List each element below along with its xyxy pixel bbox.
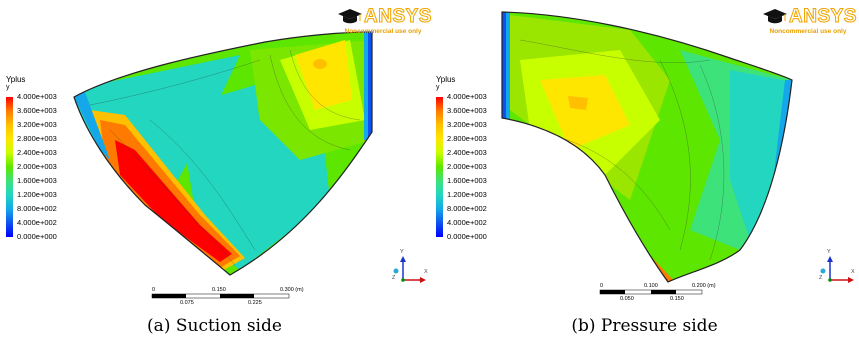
- suction-side-panel: 0 0.150 0.300 (m) 0.075 0.225 Y X Z Yplu…: [0, 0, 432, 346]
- suction-outline: [73, 31, 373, 276]
- pressure-outline: [501, 11, 793, 283]
- pressure-triad-y: Y: [827, 249, 831, 255]
- ansys-logo: ANSYS Noncommercial use only: [338, 6, 432, 35]
- legend-subtitle: y: [6, 84, 10, 91]
- legend-color-bar: [436, 97, 443, 237]
- legend-label-1: 3.600e+003: [447, 106, 487, 115]
- legend-label-1: 3.600e+003: [17, 106, 57, 115]
- suction-triad-z: Z: [392, 275, 396, 281]
- legend-label-8: 8.000e+002: [17, 204, 57, 213]
- legend-label-0: 4.000e+003: [17, 92, 57, 101]
- legend-body: 4.000e+003 3.600e+003 3.200e+003 2.800e+…: [6, 93, 57, 243]
- pressure-scale-top-1: 0.100: [644, 283, 658, 289]
- suction-contour-plot: 0 0.150 0.300 (m) 0.075 0.225 Y X Z: [73, 31, 428, 306]
- brand-name: ANSYS: [364, 6, 432, 28]
- legend-label-10: 0.000e+000: [17, 232, 57, 241]
- suction-scale-top-2: 0.300 (m): [280, 287, 304, 293]
- graduation-cap-icon: [763, 9, 787, 24]
- pressure-scale-bottom-0: 0.050: [620, 296, 634, 302]
- legend-subtitle: y: [436, 84, 440, 91]
- pressure-scale-top-2: 0.200 (m): [692, 283, 716, 289]
- legend-body: 4.000e+003 3.600e+003 3.200e+003 2.800e+…: [436, 93, 487, 243]
- suction-triad-x: X: [424, 269, 428, 275]
- legend-label-0: 4.000e+003: [447, 92, 487, 101]
- legend-label-9: 4.000e+002: [447, 218, 487, 227]
- legend-label-7: 1.200e+003: [447, 190, 487, 199]
- legend-color-bar: [6, 97, 13, 237]
- pressure-legend: Yplus y 4.000e+003 3.600e+003 3.200e+003…: [436, 75, 487, 243]
- pressure-scale-bar: [599, 289, 703, 295]
- pressure-axis-triad: Y X Z: [819, 249, 855, 283]
- legend-label-6: 1.600e+003: [17, 176, 57, 185]
- brand-note: Noncommercial use only: [769, 28, 847, 35]
- legend-label-4: 2.400e+003: [447, 148, 487, 157]
- pressure-side-panel: 0 0.100 0.200 (m) 0.050 0.150 Y X Z Yplu…: [430, 0, 859, 346]
- suction-scale-top-0: 0: [152, 287, 155, 293]
- legend-label-2: 3.200e+003: [447, 120, 487, 129]
- suction-scale-bottom-0: 0.075: [180, 300, 194, 306]
- pressure-contour-plot: 0 0.100 0.200 (m) 0.050 0.150 Y X Z: [501, 11, 855, 302]
- legend-title: Yplus: [436, 75, 456, 84]
- legend-label-3: 2.800e+003: [447, 134, 487, 143]
- suction-legend: Yplus y 4.000e+003 3.600e+003 3.200e+003…: [6, 75, 57, 243]
- suction-scale-bar: [151, 293, 290, 299]
- pressure-scale-bottom-1: 0.150: [670, 296, 684, 302]
- suction-scale-top-1: 0.150: [212, 287, 226, 293]
- legend-label-10: 0.000e+000: [447, 232, 487, 241]
- legend-label-5: 2.000e+003: [17, 162, 57, 171]
- suction-triad-y: Y: [400, 249, 404, 255]
- suction-contour-field: [74, 32, 372, 275]
- suction-scale-bottom-1: 0.225: [248, 300, 262, 306]
- legend-label-2: 3.200e+003: [17, 120, 57, 129]
- caption-pressure: (b) Pressure side: [571, 316, 718, 336]
- legend-label-3: 2.800e+003: [17, 134, 57, 143]
- brand-note: Noncommercial use only: [344, 28, 422, 35]
- ansys-logo: ANSYS Noncommercial use only: [763, 6, 857, 35]
- brand-name: ANSYS: [789, 6, 857, 28]
- pressure-scale-top-0: 0: [600, 283, 603, 289]
- caption-suction: (a) Suction side: [147, 316, 282, 336]
- legend-title: Yplus: [6, 75, 26, 84]
- graduation-cap-icon: [338, 9, 362, 24]
- legend-label-5: 2.000e+003: [447, 162, 487, 171]
- legend-label-6: 1.600e+003: [447, 176, 487, 185]
- legend-label-8: 8.000e+002: [447, 204, 487, 213]
- legend-label-9: 4.000e+002: [17, 218, 57, 227]
- pressure-triad-z: Z: [819, 275, 823, 281]
- pressure-triad-x: X: [851, 269, 855, 275]
- legend-label-4: 2.400e+003: [17, 148, 57, 157]
- suction-axis-triad: Y X Z: [392, 249, 428, 283]
- legend-label-7: 1.200e+003: [17, 190, 57, 199]
